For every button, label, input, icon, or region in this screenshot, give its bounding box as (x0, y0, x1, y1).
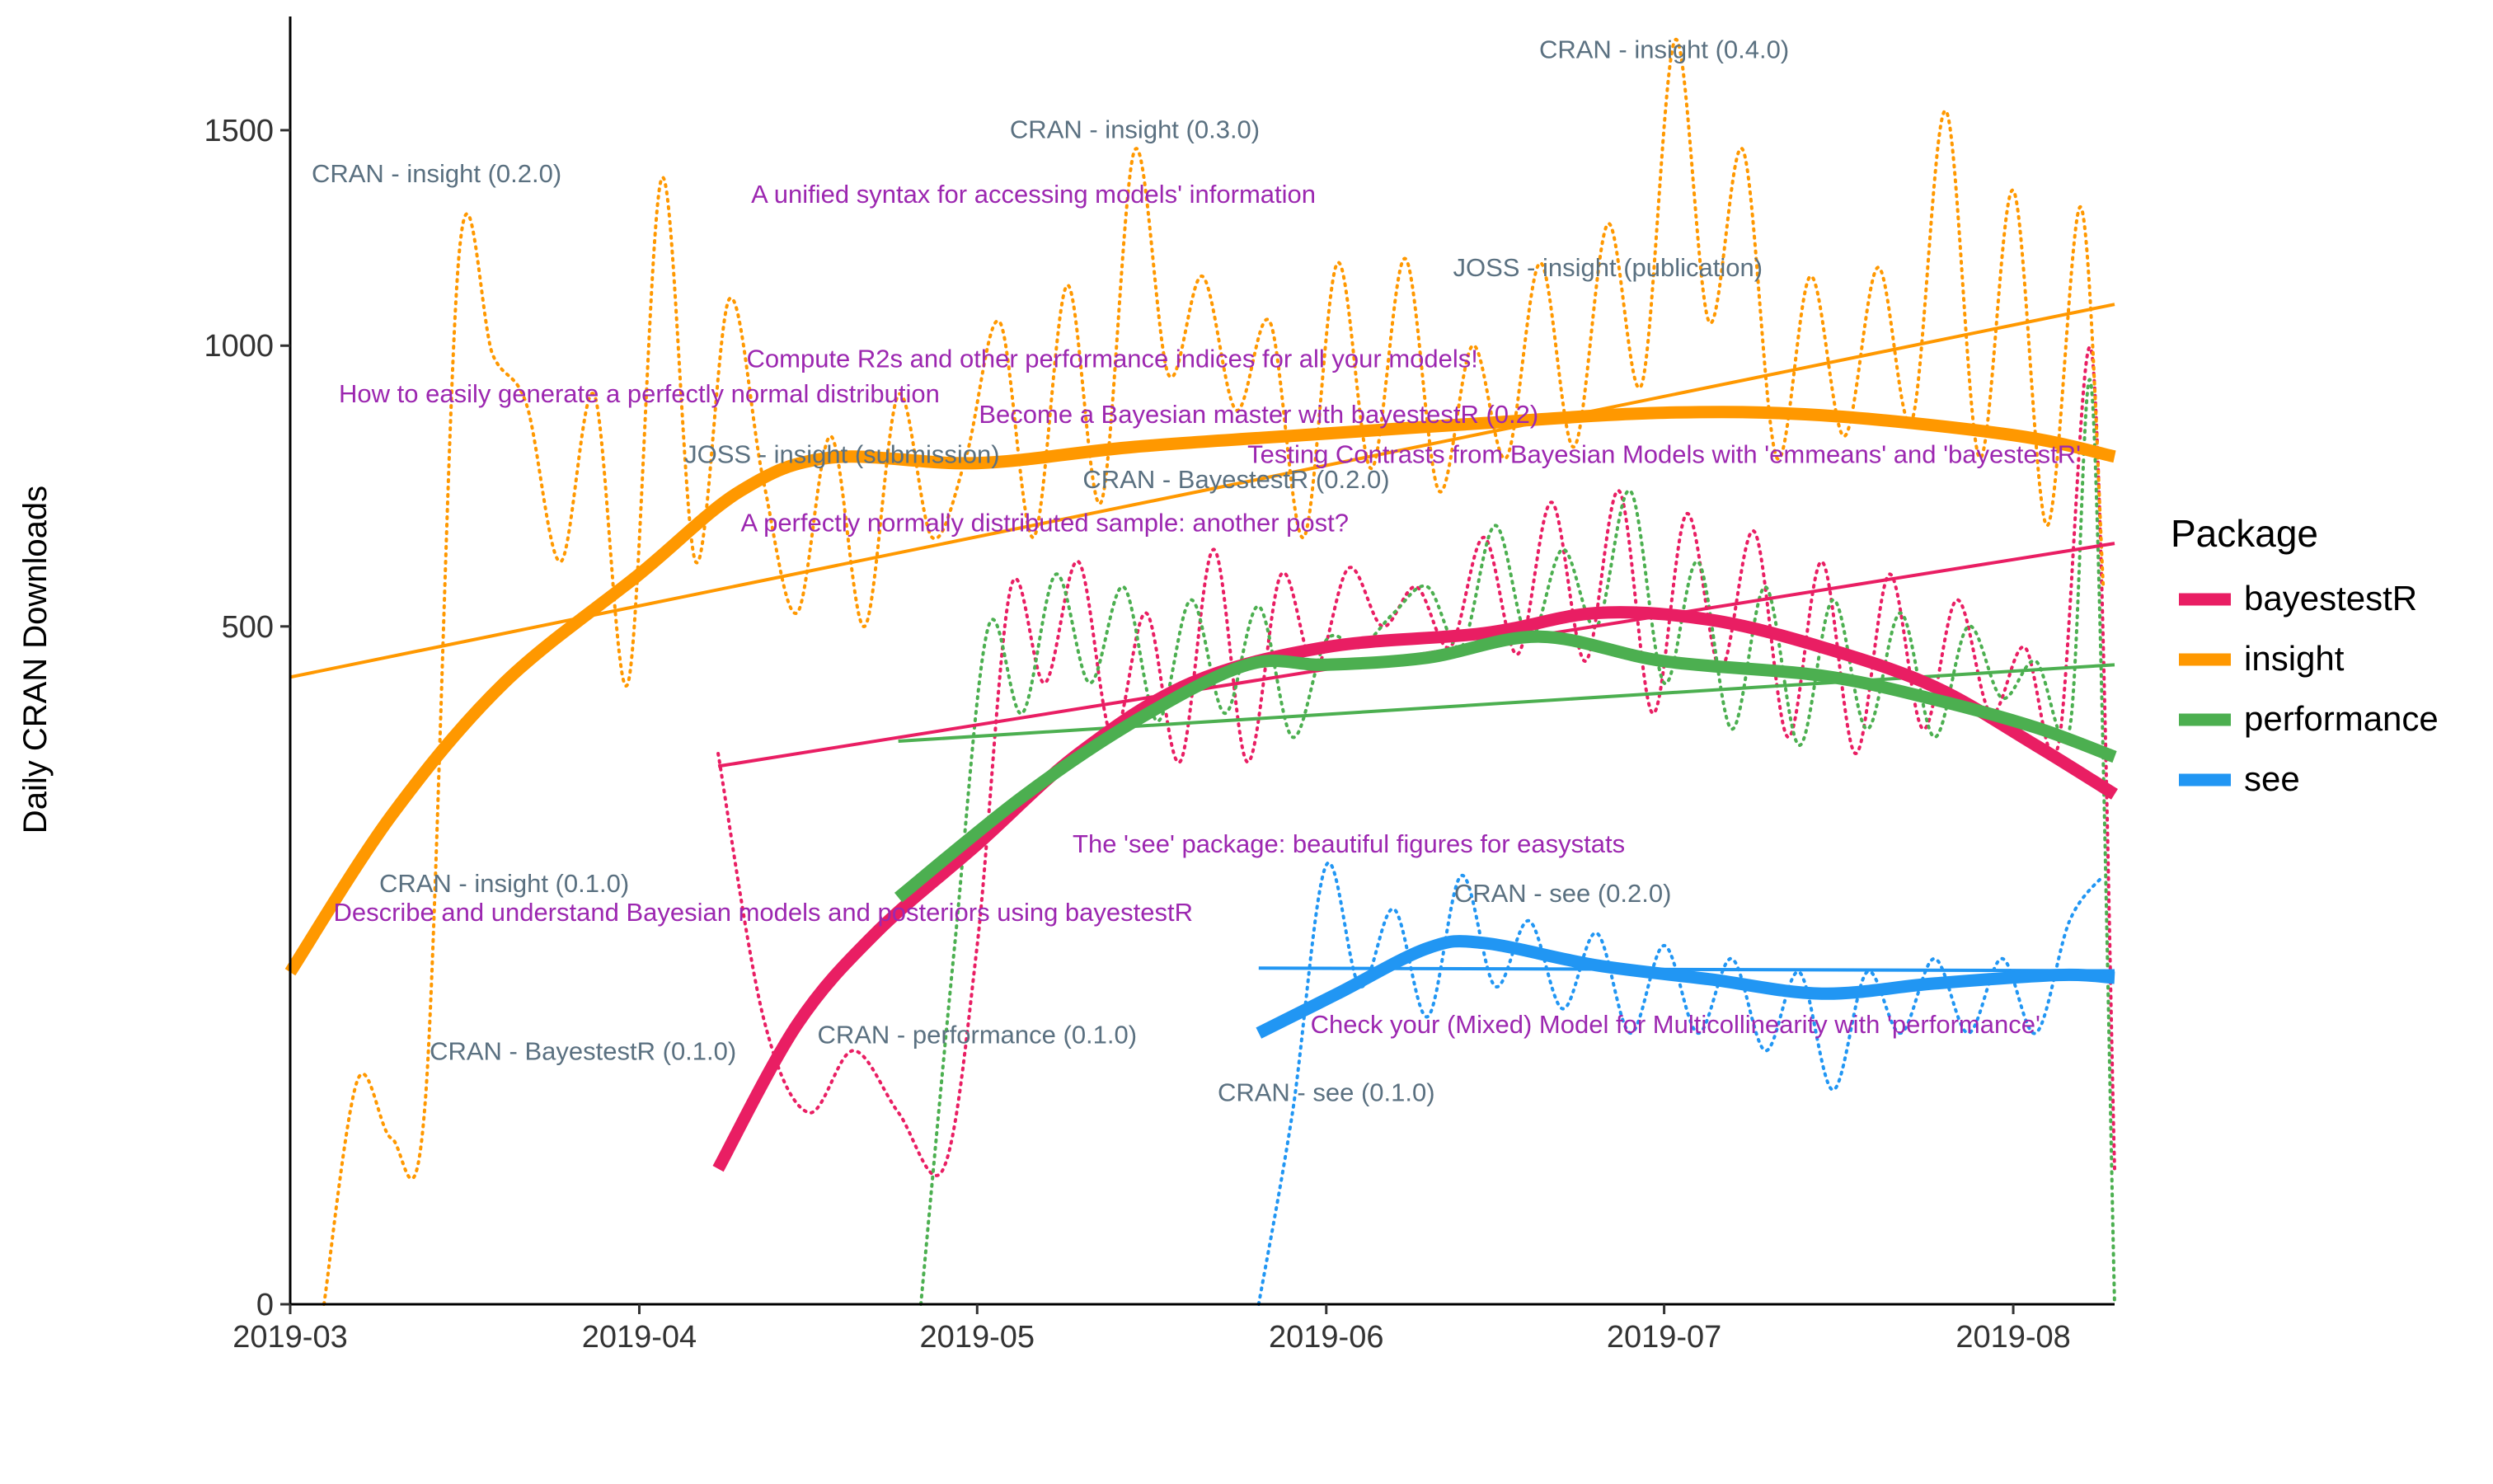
annotations-layer: CRAN - insight (0.4.0) CRAN - insight (0.… (312, 35, 2081, 1106)
release-annotation: CRAN - see (0.1.0) (1218, 1078, 1435, 1106)
y-tick-label: 1000 (204, 329, 274, 364)
post-annotation: How to easily generate a perfectly norma… (339, 379, 940, 408)
series-insight-raw-line (322, 38, 2106, 1306)
post-annotation: A perfectly normally distributed sample:… (741, 509, 1350, 538)
axes: 0 500 1000 1500 2019-03 2019-04 2019-05 2019-06… (204, 16, 2115, 1355)
release-annotation: CRAN - insight (0.3.0) (1010, 115, 1260, 143)
post-annotation: The 'see' package: beautiful figures for… (1073, 829, 1625, 858)
series-see-trend-line (1258, 966, 2115, 973)
legend-title: Package (2171, 512, 2318, 555)
release-annotation: JOSS - insight (submission) (684, 440, 999, 469)
series-insight-smooth-line (284, 406, 2116, 976)
release-annotation: CRAN - performance (0.1.0) (817, 1021, 1137, 1050)
x-tick-label: 2019-04 (582, 1320, 697, 1355)
y-axis-title: Daily CRAN Downloads (17, 486, 54, 834)
x-tick-label: 2019-06 (1269, 1320, 1383, 1355)
release-annotation: CRAN - insight (0.2.0) (312, 159, 561, 188)
release-annotation: CRAN - see (0.2.0) (1454, 879, 1672, 908)
release-annotation: CRAN - insight (0.4.0) (1539, 35, 1789, 63)
post-annotation: Compute R2s and other performance indice… (747, 345, 1478, 373)
x-tick-label: 2019-05 (920, 1320, 1035, 1355)
release-annotation: JOSS - insight (publication) (1453, 253, 1763, 282)
post-annotation: Become a Bayesian master with bayestestR… (979, 400, 1538, 429)
legend-label-bayestestr: bayestestR (2244, 579, 2417, 618)
y-tick-label: 500 (222, 610, 274, 645)
legend-label-see: see (2244, 759, 2300, 798)
release-annotation: CRAN - BayestestR (0.2.0) (1082, 465, 1389, 494)
legend-label-insight: insight (2244, 639, 2345, 678)
x-tick-label: 2019-07 (1607, 1320, 1721, 1355)
release-annotation: CRAN - BayestestR (0.1.0) (430, 1037, 736, 1066)
series-performance-raw-line (919, 378, 2116, 1306)
x-tick-label: 2019-08 (1955, 1320, 2070, 1355)
legend: Package bayestestR insight performance see (2171, 512, 2439, 798)
smoothed-lines-layer (284, 406, 2118, 1172)
legend-label-performance: performance (2244, 699, 2439, 738)
post-annotation: Check your (Mixed) Model for Multicollin… (1311, 1010, 2040, 1039)
post-annotation: Describe and understand Bayesian models … (333, 898, 1193, 927)
series-bayestestr-smooth-line (712, 606, 2118, 1172)
release-annotation: CRAN - insight (0.1.0) (379, 869, 629, 898)
post-annotation: Testing Contrasts from Bayesian Models w… (1247, 440, 2081, 469)
series-see-smooth-line (1256, 935, 2115, 1039)
y-tick-label: 1500 (204, 114, 274, 148)
series-performance-smooth-line (894, 630, 2117, 903)
series-bayestestr-raw-line (716, 345, 2116, 1177)
y-tick-label: 0 (256, 1288, 274, 1322)
x-tick-label: 2019-03 (232, 1320, 347, 1355)
post-annotation: A unified syntax for accessing models' i… (751, 180, 1316, 209)
